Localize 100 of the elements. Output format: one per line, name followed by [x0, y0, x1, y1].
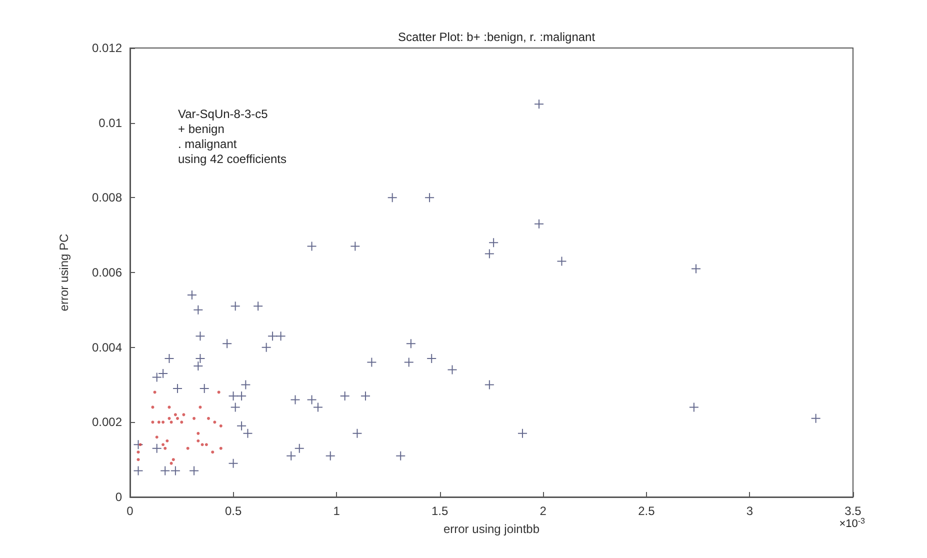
point: [387, 192, 398, 203]
point: [230, 301, 240, 312]
point: [174, 413, 177, 416]
point: [352, 428, 362, 438]
point: [200, 443, 204, 446]
point: [198, 406, 202, 409]
point: [242, 428, 253, 438]
point: [268, 331, 278, 342]
point: [426, 354, 437, 364]
x-tick-label: 1: [333, 504, 340, 518]
point: [517, 428, 528, 438]
point: [176, 416, 180, 420]
point: [186, 446, 190, 450]
x-tick-label: 1.5: [432, 504, 449, 518]
point: [253, 301, 264, 312]
point: [170, 420, 173, 424]
point: [172, 458, 175, 462]
point: [312, 402, 323, 412]
point: [810, 413, 821, 424]
point: [162, 420, 165, 424]
point: [404, 357, 414, 368]
point: [186, 290, 197, 300]
point: [424, 192, 435, 203]
point: [193, 361, 204, 372]
point: [155, 436, 158, 439]
point: [306, 241, 317, 252]
point: [138, 443, 142, 446]
annotation: using 42 coefficients: [178, 152, 287, 166]
point: [158, 368, 168, 379]
point: [170, 466, 180, 476]
point: [133, 440, 144, 450]
y-tick-label: 0.004: [92, 340, 122, 354]
point: [166, 439, 169, 442]
point: [151, 406, 154, 409]
point: [222, 338, 232, 349]
point: [340, 390, 350, 401]
point: [488, 238, 499, 248]
point: [182, 413, 186, 416]
point: [136, 450, 140, 454]
point: [204, 443, 208, 446]
point: [396, 450, 406, 461]
point: [157, 420, 160, 424]
point: [286, 450, 296, 461]
y-tick-label: 0.002: [92, 415, 122, 430]
point: [447, 364, 458, 375]
point: [236, 420, 247, 431]
point: [219, 424, 222, 428]
point: [534, 99, 544, 110]
point: [164, 446, 167, 450]
point: [290, 394, 300, 405]
point: [164, 354, 174, 364]
point: [195, 354, 206, 364]
point: [366, 357, 377, 368]
point: [306, 394, 317, 405]
point: [207, 416, 210, 420]
point: [325, 450, 336, 461]
x-tick-label: 2.5: [638, 504, 656, 518]
y-tick-label: 0.008: [92, 190, 122, 205]
point: [133, 466, 144, 476]
point: [219, 446, 222, 450]
point: [199, 383, 210, 394]
point: [228, 390, 238, 401]
annotation: + benign: [178, 122, 224, 136]
point: [230, 402, 240, 412]
point: [162, 443, 165, 446]
point: [360, 390, 370, 401]
x-tick-label: 2: [540, 504, 547, 518]
point: [276, 331, 286, 342]
point: [294, 443, 304, 454]
point: [213, 420, 216, 424]
point: [170, 462, 173, 465]
point: [152, 443, 162, 454]
point: [136, 458, 140, 462]
annotation: Var-SqUn-8-3-c5: [178, 107, 268, 121]
point: [240, 380, 251, 390]
point: [217, 390, 220, 394]
point: [196, 439, 200, 442]
point: [211, 450, 214, 454]
annotation: . malignant: [178, 137, 238, 151]
point: [484, 248, 494, 259]
point: [193, 304, 204, 315]
point: [189, 466, 200, 476]
y-tick-label: 0.012: [92, 41, 122, 55]
point: [228, 458, 238, 468]
x-tick-label: 3: [746, 504, 754, 518]
x-axis-title: error using jointbb: [443, 522, 540, 536]
point: [153, 390, 156, 394]
point: [172, 383, 183, 394]
point: [168, 416, 171, 420]
point: [484, 380, 494, 390]
point: [236, 390, 247, 401]
x-tick-label: 0.5: [224, 504, 242, 518]
point: [192, 416, 196, 420]
x-tick-label: 0: [126, 504, 134, 518]
point: [195, 331, 206, 342]
point: [556, 256, 567, 266]
y-tick-label: 0.006: [92, 266, 122, 280]
point: [152, 372, 162, 382]
point: [261, 342, 272, 352]
point: [350, 241, 360, 252]
